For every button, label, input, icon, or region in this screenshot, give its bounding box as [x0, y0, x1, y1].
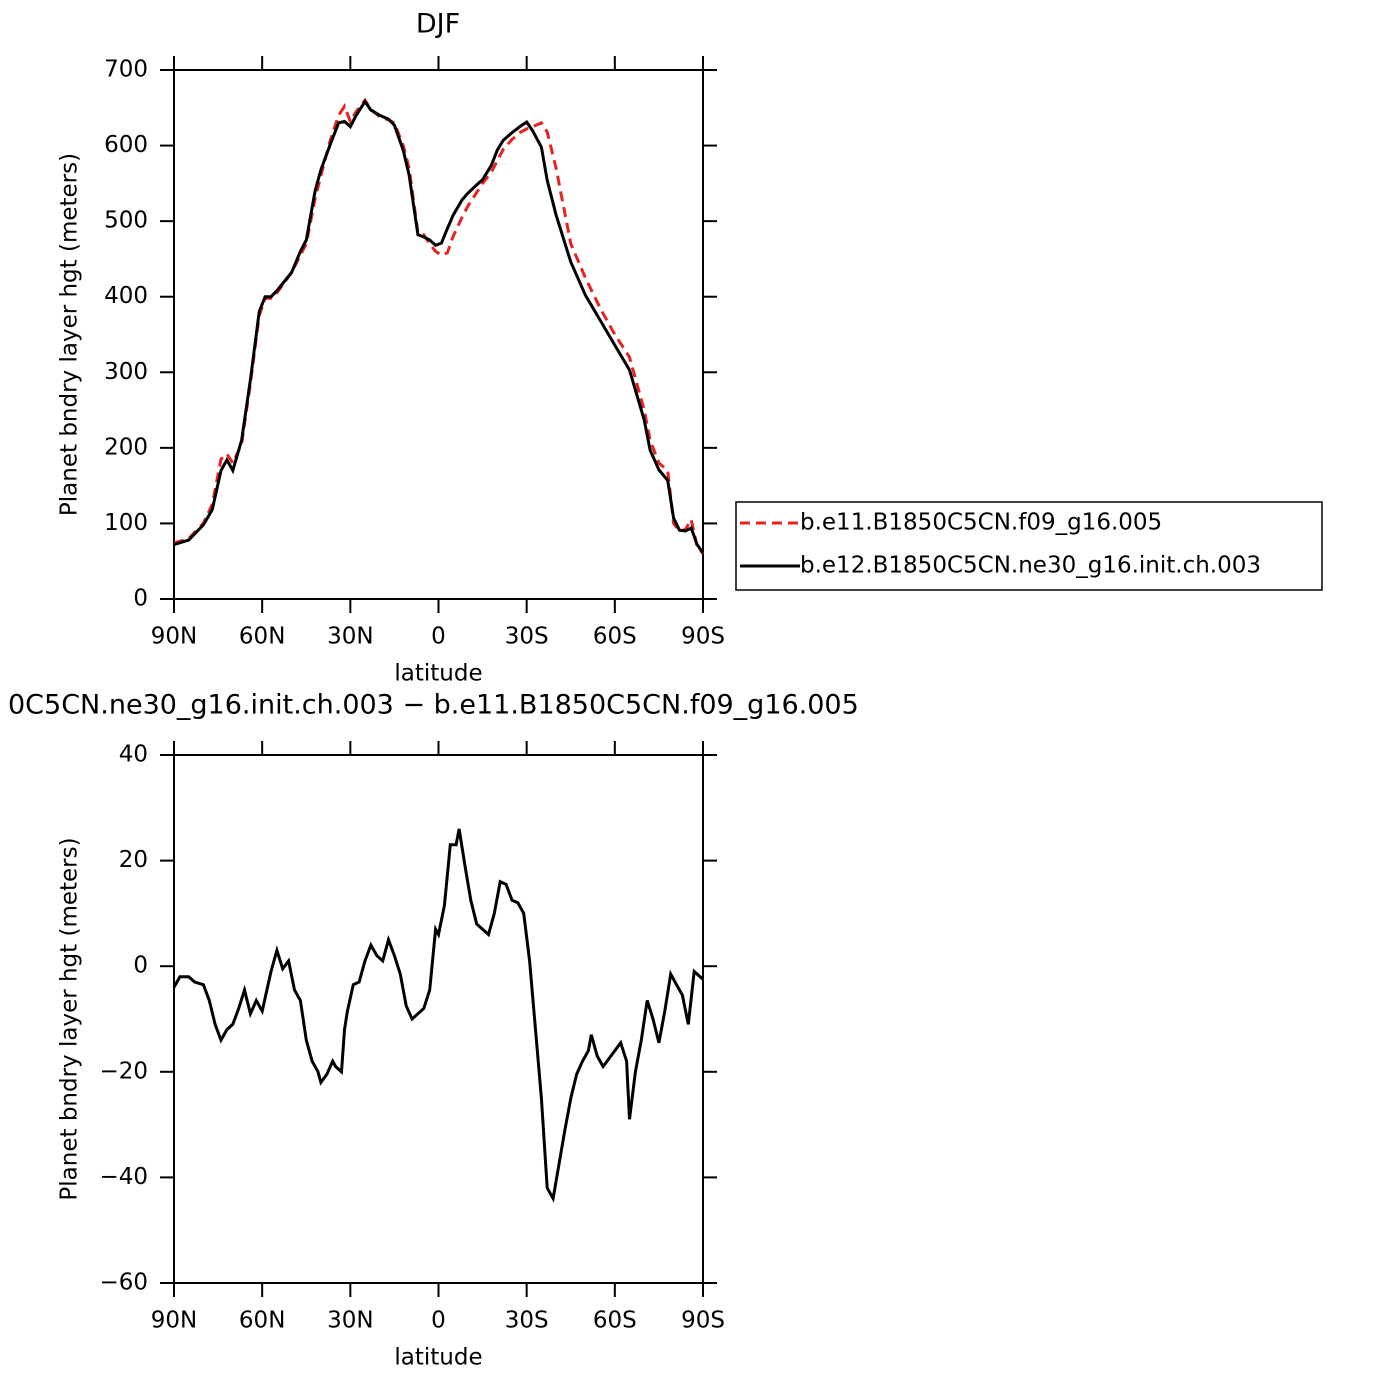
chart-title: 0C5CN.ne30_g16.init.ch.003 − b.e11.B1850… — [8, 690, 859, 721]
chart-title: DJF — [416, 9, 460, 40]
x-tick-label: 90N — [151, 1308, 197, 1334]
x-tick-label: 30S — [505, 1308, 549, 1334]
y-tick-label: 0 — [133, 586, 148, 612]
data-line — [172, 828, 705, 1203]
x-tick-label: 90S — [681, 1308, 725, 1334]
y-tick-label: 100 — [104, 510, 148, 536]
legend: b.e11.B1850C5CN.f09_g16.005 b.e12.B1850C5… — [735, 501, 1323, 591]
y-axis-title: Planet bndry layer hgt (meters) — [57, 153, 83, 516]
x-tick-label: 60N — [239, 624, 285, 650]
y-tick-label: −40 — [99, 1164, 148, 1190]
y-axis-title: Planet bndry layer hgt (meters) — [57, 837, 83, 1200]
x-tick-label: 30N — [327, 1308, 373, 1334]
y-tick-label: 300 — [104, 359, 148, 385]
y-tick-label: −60 — [99, 1270, 148, 1296]
y-tick-label: 40 — [119, 742, 148, 768]
y-tick-label: 200 — [104, 434, 148, 460]
chart-panel: 0C5CN.ne30_g16.init.ch.003 − b.e11.B1850… — [8, 690, 859, 1371]
y-tick-label: 600 — [104, 132, 148, 158]
y-tick-label: 700 — [104, 57, 148, 83]
x-tick-label: 60S — [593, 624, 637, 650]
y-tick-label: 20 — [119, 847, 148, 873]
data-line — [173, 99, 705, 554]
legend-label: b.e12.B1850C5CN.ne30_g16.init.ch.003 — [800, 553, 1261, 579]
chart-panel: DJF Planet bndry layer hgt (meters) latitu… — [57, 9, 1323, 687]
x-tick-label: 30S — [505, 624, 549, 650]
plot-frame — [173, 754, 704, 1284]
y-tick-label: 400 — [104, 283, 148, 309]
y-tick-label: −20 — [99, 1058, 148, 1084]
y-tick-label: 0 — [133, 953, 148, 979]
x-tick-label: 60N — [239, 1308, 285, 1334]
x-tick-label: 0 — [431, 1308, 446, 1334]
x-tick-label: 30N — [327, 624, 373, 650]
x-axis-title: latitude — [394, 661, 482, 687]
x-tick-label: 90S — [681, 624, 725, 650]
y-tick-label: 500 — [104, 208, 148, 234]
x-tick-label: 90N — [151, 624, 197, 650]
plot-frame — [173, 69, 704, 600]
x-tick-label: 0 — [431, 624, 446, 650]
legend-label: b.e11.B1850C5CN.f09_g16.005 — [800, 510, 1162, 536]
x-axis-title: latitude — [394, 1345, 482, 1371]
x-tick-label: 60S — [593, 1308, 637, 1334]
data-line — [173, 97, 705, 555]
legend-box — [735, 501, 1323, 591]
